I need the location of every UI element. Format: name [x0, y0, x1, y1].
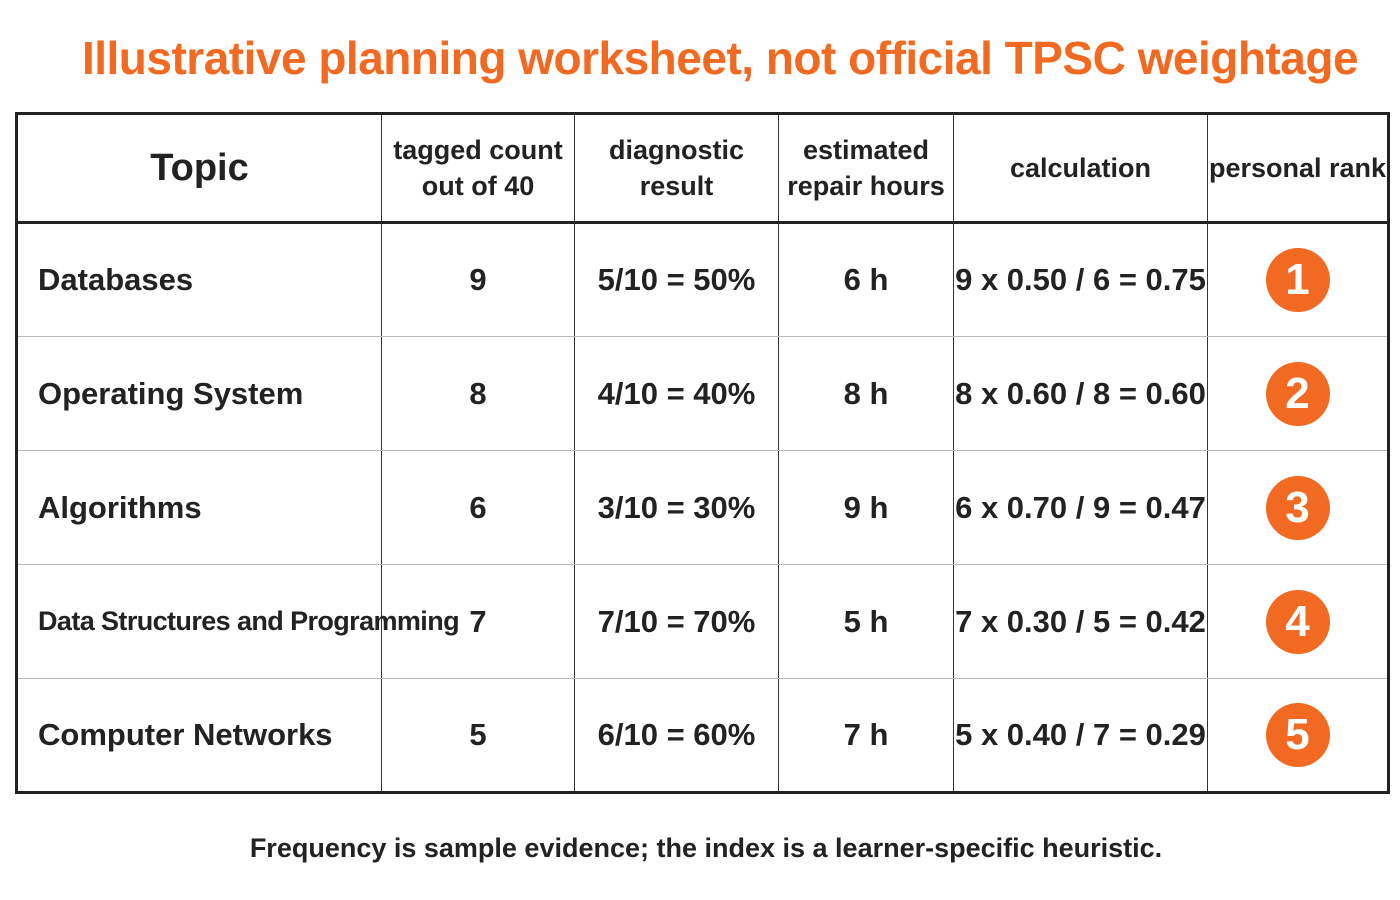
calculation-cell: 7 x 0.30 / 5 = 0.42: [953, 564, 1208, 679]
header-topic: Topic: [16, 113, 382, 224]
table-row: Computer Networks 5 6/10 = 60% 7 h 5 x 0…: [16, 678, 1389, 793]
rank-badge: 3: [1265, 475, 1330, 540]
calculation-cell: 8 x 0.60 / 8 = 0.60: [953, 336, 1208, 451]
rank-cell: 4: [1207, 564, 1389, 679]
diagnostic-cell: 7/10 = 70%: [574, 564, 779, 679]
diagnostic-cell: 3/10 = 30%: [574, 450, 779, 565]
repair-hours-cell: 7 h: [778, 678, 954, 793]
topic-cell: Computer Networks: [16, 678, 382, 793]
diagnostic-cell: 5/10 = 50%: [574, 222, 779, 337]
diagnostic-cell: 6/10 = 60%: [574, 678, 779, 793]
calculation-cell: 5 x 0.40 / 7 = 0.29: [953, 678, 1208, 793]
header-personal-rank: personal rank: [1207, 113, 1389, 224]
repair-hours-cell: 8 h: [778, 336, 954, 451]
header-tagged-count-line1: tagged count: [393, 135, 563, 165]
rank-badge: 1: [1265, 248, 1330, 312]
topic-cell: Algorithms: [16, 450, 382, 565]
repair-hours-cell: 9 h: [778, 450, 954, 565]
rank-badge: 4: [1265, 589, 1330, 654]
page-title: Illustrative planning worksheet, not off…: [81, 32, 1359, 84]
table-row: Databases 9 5/10 = 50% 6 h 9 x 0.50 / 6 …: [16, 222, 1389, 337]
worksheet-table: Topic tagged count out of 40 diagnostic …: [15, 112, 1390, 794]
header-calculation: calculation: [953, 113, 1208, 224]
table-row: Data Structures and Programming 7 7/10 =…: [16, 564, 1389, 679]
tagged-count-cell: 6: [381, 450, 575, 565]
rank-cell: 3: [1207, 450, 1389, 565]
diagnostic-cell: 4/10 = 40%: [574, 336, 779, 451]
table-row: Algorithms 6 3/10 = 30% 9 h 6 x 0.70 / 9…: [16, 450, 1389, 565]
rank-cell: 5: [1207, 678, 1389, 793]
topic-cell: Operating System: [16, 336, 382, 451]
topic-cell: Databases: [16, 222, 382, 337]
calculation-cell: 6 x 0.70 / 9 = 0.47: [953, 450, 1208, 565]
calculation-cell: 9 x 0.50 / 6 = 0.75: [953, 222, 1208, 337]
repair-hours-cell: 6 h: [778, 222, 954, 337]
footnote: Frequency is sample evidence; the index …: [249, 833, 1163, 863]
rank-badge: 2: [1265, 361, 1330, 426]
table-row: Operating System 8 4/10 = 40% 8 h 8 x 0.…: [16, 336, 1389, 451]
tagged-count-cell: 5: [381, 678, 575, 793]
rank-badge: 5: [1265, 703, 1330, 767]
header-repair-hours: estimated repair hours: [778, 113, 954, 224]
tagged-count-cell: 9: [381, 222, 575, 337]
tagged-count-cell: 7: [381, 564, 575, 679]
rank-cell: 1: [1207, 222, 1389, 337]
header-tagged-count-line2: out of 40: [421, 171, 535, 201]
header-repair-hours-line2: repair hours: [787, 171, 945, 201]
header-repair-hours-line1: estimated: [802, 135, 930, 165]
rank-cell: 2: [1207, 336, 1389, 451]
tagged-count-cell: 8: [381, 336, 575, 451]
header-tagged-count: tagged count out of 40: [381, 113, 575, 224]
topic-cell: Data Structures and Programming: [16, 564, 460, 679]
header-row: Topic tagged count out of 40 diagnostic …: [16, 113, 1389, 224]
header-diagnostic-result: diagnostic result: [574, 113, 779, 224]
repair-hours-cell: 5 h: [778, 564, 954, 679]
